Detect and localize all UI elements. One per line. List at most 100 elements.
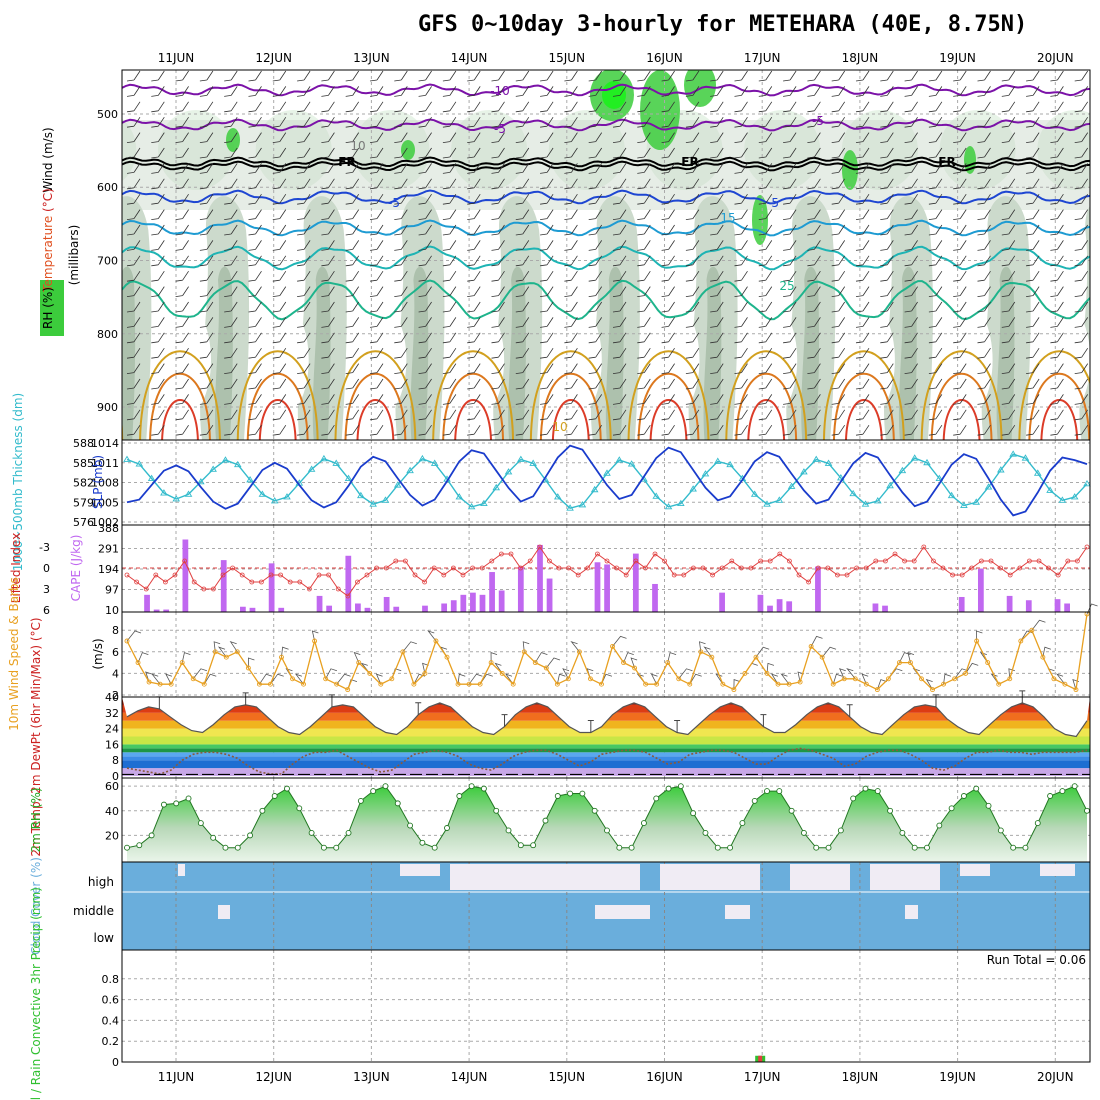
- wind-barb: [394, 255, 408, 267]
- thickness-point: [701, 470, 710, 477]
- dry-core: [444, 300, 505, 420]
- wind-barb: [126, 193, 141, 205]
- wind-barb: [126, 301, 141, 313]
- wind-barb: [710, 209, 724, 220]
- rh-2m-point: [247, 832, 254, 839]
- wind-barb: [880, 163, 894, 174]
- wind-barb: [126, 286, 141, 297]
- temperature-isotherm-warm: [649, 399, 688, 440]
- contour-label: 15: [720, 211, 735, 225]
- wind-barb: [1001, 101, 1016, 113]
- cape-bar: [1064, 603, 1070, 612]
- wind-barb: [710, 409, 724, 421]
- wind-barb: [612, 132, 627, 143]
- temperature-isotherm-warm: [122, 420, 124, 440]
- wind-barb: [977, 363, 991, 374]
- wind-barb: [734, 409, 748, 421]
- wind-barb: [588, 147, 603, 159]
- wind-barb: [758, 163, 773, 174]
- wind-barb: [321, 394, 335, 405]
- wind-speed-point: [632, 665, 638, 671]
- lifted-index-point: [1007, 572, 1013, 578]
- wind-barb: [151, 116, 165, 128]
- wind-barb: [734, 317, 748, 328]
- wind-speed-point: [267, 681, 273, 687]
- wind-barb: [151, 270, 165, 282]
- lifted-index-point: [633, 558, 639, 564]
- wind-barb: [783, 132, 797, 143]
- temp-minmax-bar: [760, 714, 767, 727]
- wind-barb: [175, 240, 189, 251]
- wind-barb: [272, 424, 287, 436]
- wind-barb: [953, 409, 967, 421]
- wind-barb: [855, 332, 870, 344]
- date-label-bottom: 18JUN: [842, 1070, 879, 1084]
- wind-barb: [175, 347, 189, 359]
- wind-barb: [855, 163, 870, 174]
- wind-barb: [904, 193, 918, 205]
- wind-barb: [1026, 363, 1040, 374]
- wind-barb: [515, 86, 530, 97]
- temperature-isotherm-warm: [539, 372, 602, 440]
- wind-barb: [151, 209, 165, 220]
- wind-barb: [272, 86, 287, 97]
- wind-barb: [977, 70, 991, 82]
- wind-barb: [977, 301, 991, 313]
- wind-barb: [515, 224, 530, 236]
- wind-barb: [272, 409, 287, 421]
- wind-barb: [1026, 240, 1040, 251]
- wind-barb: [442, 347, 457, 359]
- wind-barb: [126, 347, 141, 359]
- lifted-index-point: [940, 565, 946, 571]
- rh-2m-point: [173, 800, 180, 807]
- cloud-clear-high: [400, 864, 440, 876]
- wind-barb: [491, 70, 505, 82]
- surface-wind-barb: [294, 673, 304, 685]
- precip-axis-label: Total / Rain Convective 3hr Precip (mm): [29, 887, 43, 1100]
- surface-wind-barb: [612, 635, 627, 647]
- wind-barb: [612, 147, 627, 159]
- wind-barb: [734, 163, 748, 174]
- lifted-index-point: [1075, 558, 1080, 564]
- cape-bar: [546, 578, 553, 612]
- temperature-isotherm-warm: [747, 399, 785, 440]
- rh-2m-point: [862, 785, 869, 792]
- wind-barb: [758, 86, 773, 97]
- rh-2m-point: [739, 820, 746, 827]
- wind-barb: [734, 132, 748, 143]
- wind-barb: [977, 86, 991, 97]
- wind-barb: [540, 363, 554, 374]
- wind-barb: [1050, 363, 1064, 374]
- wind-barb: [661, 224, 675, 236]
- wind-barb: [491, 116, 505, 128]
- surface-wind-barb: [281, 646, 289, 658]
- wind-barb: [321, 116, 335, 128]
- wind-barb: [831, 270, 846, 282]
- wind-barb: [175, 286, 189, 297]
- wind-barb: [953, 424, 967, 436]
- thickness-line: [126, 453, 1088, 509]
- wind-barb: [1050, 378, 1064, 390]
- wind-speed-point: [521, 649, 527, 655]
- wind-barb: [1050, 301, 1064, 313]
- cloud-clear-middle: [595, 905, 650, 919]
- wind-barb: [758, 332, 773, 344]
- thickness-point: [147, 474, 156, 481]
- lifted-index-point: [1055, 572, 1061, 578]
- wind-barb: [345, 193, 360, 205]
- wind-barb: [248, 286, 262, 297]
- wind-barb: [831, 409, 846, 421]
- wind-barb: [783, 409, 797, 421]
- wind-speed-point: [157, 681, 163, 687]
- wind-barb: [1050, 209, 1064, 220]
- wind-barb: [418, 70, 432, 82]
- wind-barb: [491, 240, 505, 251]
- wind-barb: [175, 317, 189, 328]
- rh-band: [1094, 267, 1100, 440]
- thickness-point: [1070, 493, 1079, 500]
- wind-barb: [855, 193, 870, 205]
- temperature-color-band: [122, 756, 1090, 761]
- wind-barb: [612, 301, 627, 313]
- wind-barb: [855, 378, 870, 390]
- wind-barb: [783, 378, 797, 390]
